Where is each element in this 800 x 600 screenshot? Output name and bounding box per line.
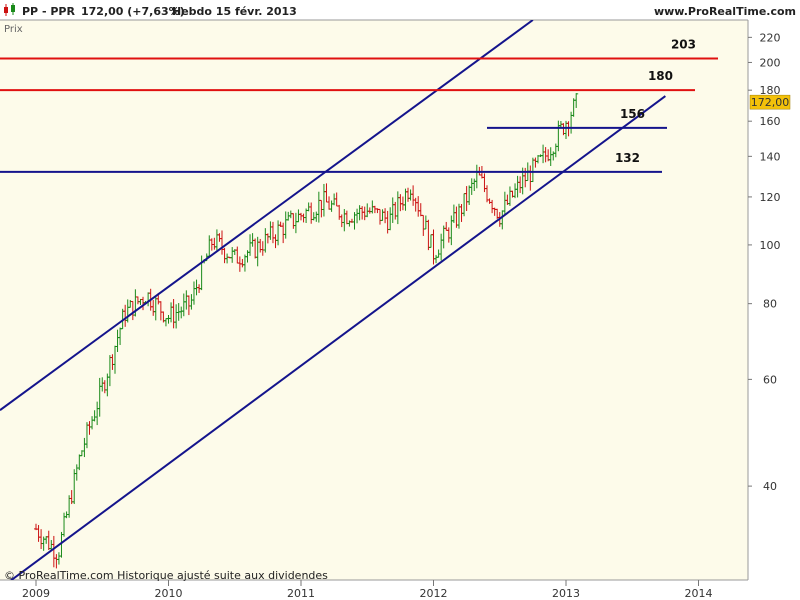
x-tick-label: 2014 [685, 587, 713, 600]
y-tick-label: 220 [760, 31, 781, 44]
x-tick-label: 2011 [287, 587, 315, 600]
last-change-label: 172,00 (+7,63%) [81, 5, 185, 18]
x-tick-label: 2009 [22, 587, 50, 600]
level-label: 203 [671, 38, 696, 52]
level-label: 156 [620, 107, 645, 121]
y-tick-label: 120 [760, 191, 781, 204]
y-tick-label: 100 [760, 239, 781, 252]
channel-line-lower [9, 95, 666, 580]
panel-label: Prix [4, 24, 23, 35]
last-price-tag: 172,00 [749, 94, 791, 110]
symbol-label: PP - PPR [22, 5, 75, 18]
y-tick-label: 200 [760, 56, 781, 69]
trend-channel [0, 20, 666, 580]
y-tick-label: 40 [763, 480, 777, 493]
y-tick-label: 80 [763, 298, 777, 311]
ohlc-bar [574, 93, 579, 108]
footer-note: © ProRealTime.com Historique ajusté suit… [4, 569, 328, 582]
level-label: 180 [648, 69, 673, 83]
y-tick-label: 180 [760, 84, 781, 97]
price-axis: 40 60 80 100 120 140 160 180 200 220 [748, 31, 781, 493]
candle-icon [4, 3, 15, 16]
ohlc-bars [34, 93, 579, 569]
channel-line-upper [0, 20, 534, 411]
x-tick-label: 2013 [552, 587, 580, 600]
site-label: www.ProRealTime.com [654, 5, 796, 18]
period-date-label: Hebdo 15 févr. 2013 [172, 5, 297, 18]
time-axis: 2009 2010 2011 2012 2013 2014 [22, 580, 713, 600]
y-tick-label: 60 [763, 373, 777, 386]
header-bar [0, 0, 800, 20]
level-label: 132 [615, 151, 640, 165]
x-tick-label: 2010 [155, 587, 183, 600]
last-price-label: 172,00 [751, 96, 790, 109]
y-tick-label: 140 [760, 150, 781, 163]
horizontal-levels: 203 180 156 132 [0, 38, 718, 173]
y-tick-label: 160 [760, 115, 781, 128]
plot-area [0, 20, 748, 580]
x-tick-label: 2012 [420, 587, 448, 600]
